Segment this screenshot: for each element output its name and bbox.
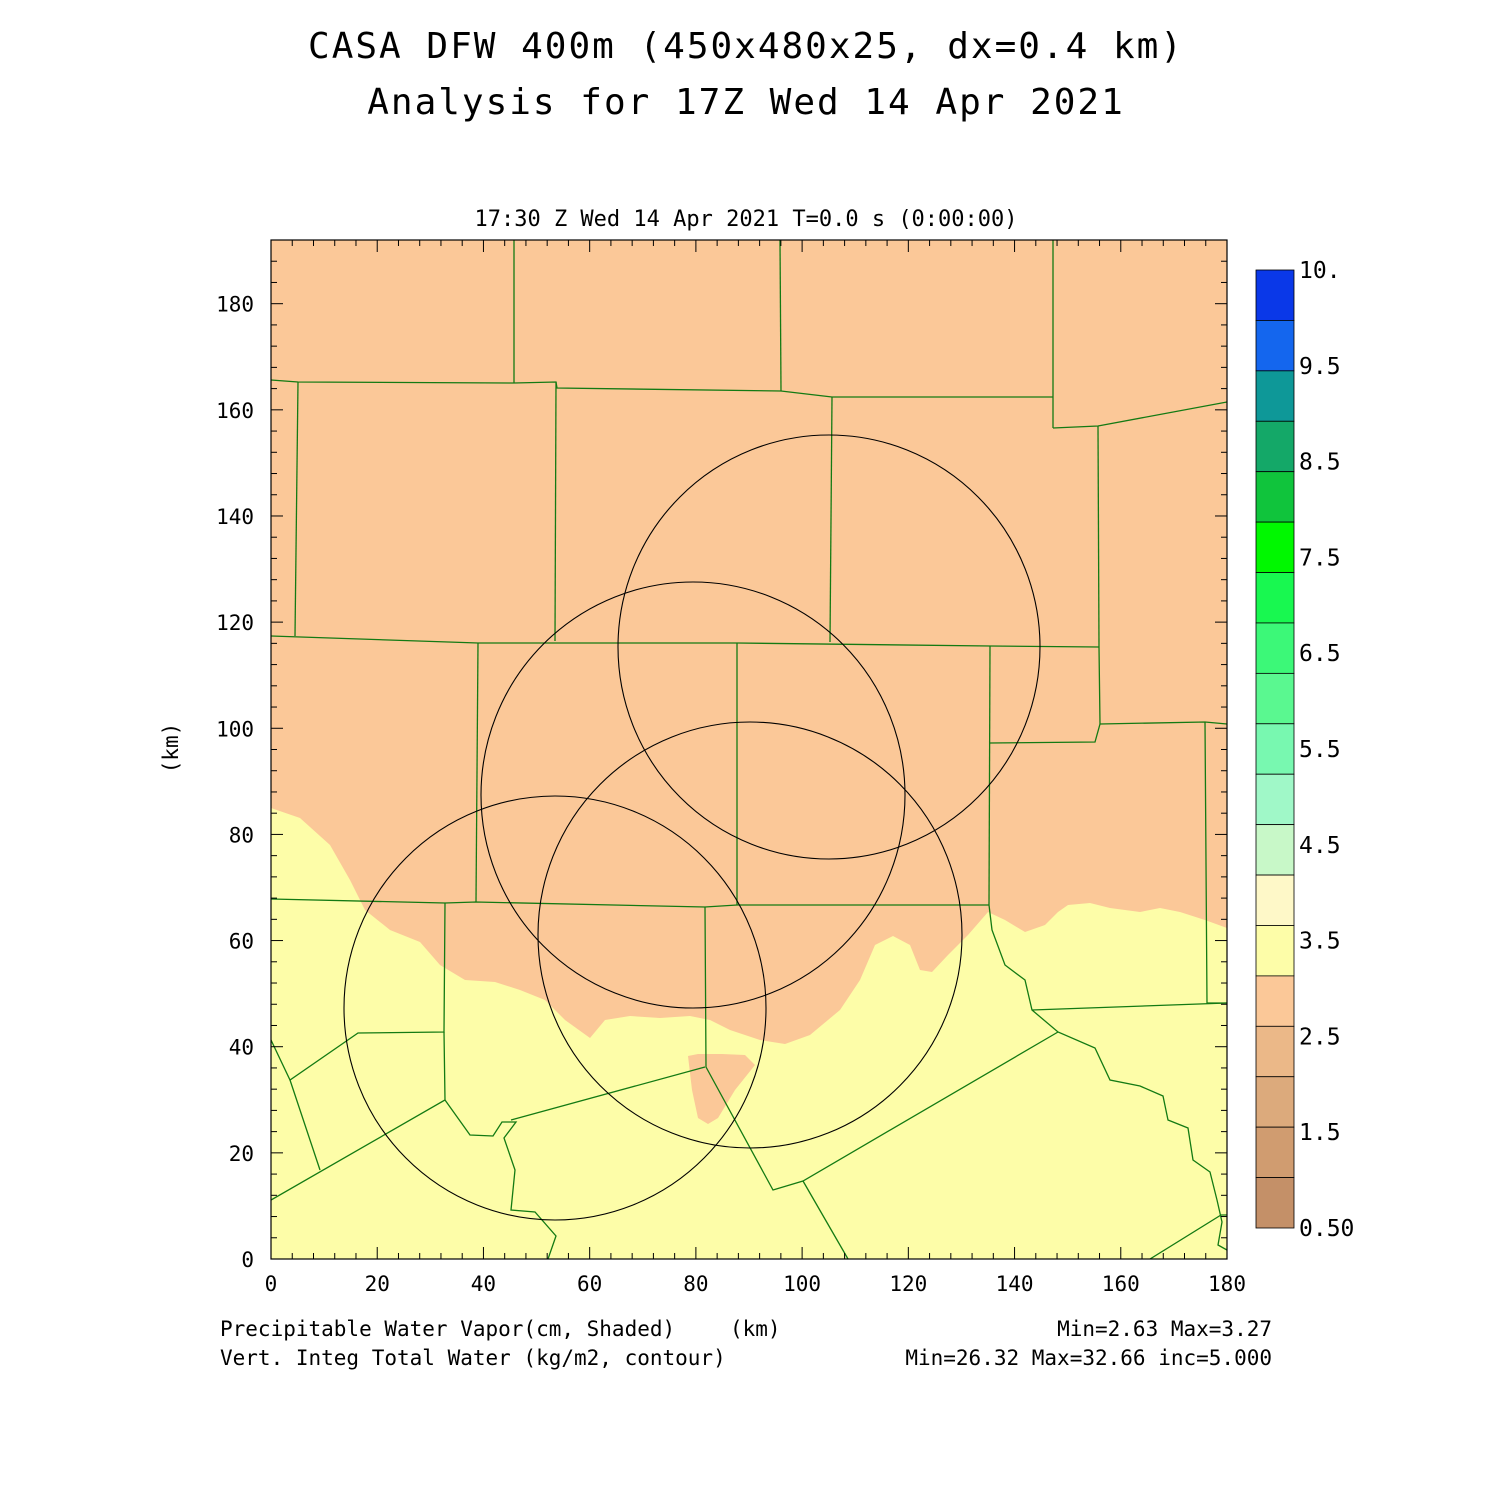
y-tick-label: 100 <box>216 717 254 741</box>
y-tick-label: 60 <box>229 930 254 954</box>
colorbar-swatch <box>1255 471 1295 523</box>
colorbar-swatch <box>1255 572 1295 624</box>
colorbar-swatch <box>1255 1025 1295 1078</box>
colorbar-swatch <box>1255 1076 1295 1128</box>
y-tick-label: 20 <box>229 1142 254 1166</box>
x-tick-label: 160 <box>1102 1272 1140 1296</box>
contour-ring-southwest <box>343 795 767 1221</box>
title-line-2: Analysis for 17Z Wed 14 Apr 2021 <box>367 82 1125 123</box>
colorbar <box>1255 269 1295 1229</box>
colorbar-swatch <box>1255 370 1295 422</box>
colorbar-label: 0.50 <box>1299 1216 1354 1242</box>
x-tick-label: 120 <box>889 1272 927 1296</box>
x-tick-label: 60 <box>577 1272 602 1296</box>
x-tick-label: 0 <box>265 1272 278 1296</box>
colorbar-label: 10. <box>1299 258 1341 284</box>
colorbar-swatch <box>1255 824 1295 876</box>
colorbar-label: 1.5 <box>1299 1120 1341 1146</box>
x-tick-label: 40 <box>471 1272 496 1296</box>
colorbar-label: 9.5 <box>1299 354 1341 380</box>
colorbar-swatch <box>1255 622 1295 674</box>
map-panel <box>271 240 1227 1259</box>
contour-ring-central <box>480 581 906 1009</box>
colorbar-label: 4.5 <box>1299 833 1341 859</box>
colorbar-swatch <box>1255 420 1295 473</box>
x-tick-labels: 0 20 40 60 80 100 120 140 160 180 <box>265 1272 1246 1296</box>
colorbar-swatch <box>1255 874 1295 926</box>
footer-contour-field: Vert. Integ Total Water (kg/m2, contour) <box>220 1346 726 1370</box>
valid-time-label: 17:30 Z Wed 14 Apr 2021 T=0.0 s (0:00:00… <box>474 207 1017 232</box>
x-tick-label: 80 <box>683 1272 708 1296</box>
contour-ring-southeast <box>537 721 963 1149</box>
total-water-contours <box>343 434 1041 1221</box>
y-tick-label: 160 <box>216 399 254 423</box>
colorbar-swatch <box>1255 269 1295 321</box>
y-axis-unit-label: (km) <box>159 723 183 774</box>
x-tick-label: 20 <box>365 1272 390 1296</box>
colorbar-swatch <box>1255 925 1295 977</box>
footer-shaded-minmax: Min=2.63 Max=3.27 <box>1057 1317 1272 1341</box>
colorbar-swatch <box>1255 975 1295 1027</box>
x-tick-label: 140 <box>996 1272 1034 1296</box>
pwv-moist-region <box>271 808 1227 1259</box>
x-tick-label: 100 <box>783 1272 821 1296</box>
colorbar-label: 7.5 <box>1299 545 1341 571</box>
colorbar-swatch <box>1255 723 1295 775</box>
colorbar-swatch <box>1255 672 1295 725</box>
colorbar-swatch <box>1255 1126 1295 1178</box>
footer-shaded-field: Precipitable Water Vapor(cm, Shaded) <box>220 1317 675 1341</box>
footer-x-unit: (km) <box>730 1317 781 1341</box>
y-tick-label: 40 <box>229 1036 254 1060</box>
colorbar-label: 6.5 <box>1299 641 1341 667</box>
colorbar-label: 8.5 <box>1299 450 1341 476</box>
axis-ticks <box>270 239 1228 1260</box>
colorbar-swatch <box>1255 320 1295 372</box>
x-tick-label: 180 <box>1208 1272 1246 1296</box>
y-tick-label: 80 <box>229 823 254 847</box>
contour-ring-northeast <box>617 434 1041 860</box>
y-tick-labels: 0 20 40 60 80 100 120 140 160 180 <box>216 293 254 1272</box>
y-tick-label: 0 <box>241 1248 254 1272</box>
y-tick-label: 140 <box>216 505 254 529</box>
county-boundaries <box>271 240 1227 1259</box>
colorbar-swatch <box>1255 521 1295 573</box>
colorbar-swatch <box>1255 1177 1295 1229</box>
colorbar-label: 3.5 <box>1299 929 1341 955</box>
pwv-dry-pocket <box>688 1054 755 1124</box>
colorbar-labels: 10. 9.5 8.5 7.5 6.5 5.5 4.5 3.5 2.5 1.5 0.50 <box>1299 258 1354 1242</box>
y-tick-label: 180 <box>216 293 254 317</box>
colorbar-label: 5.5 <box>1299 737 1341 763</box>
y-tick-label: 120 <box>216 611 254 635</box>
colorbar-swatch <box>1255 773 1295 826</box>
title-line-1: CASA DFW 400m (450x480x25, dx=0.4 km) <box>308 26 1184 67</box>
colorbar-label: 2.5 <box>1299 1024 1341 1050</box>
footer-contour-minmax: Min=26.32 Max=32.66 inc=5.000 <box>905 1346 1272 1370</box>
